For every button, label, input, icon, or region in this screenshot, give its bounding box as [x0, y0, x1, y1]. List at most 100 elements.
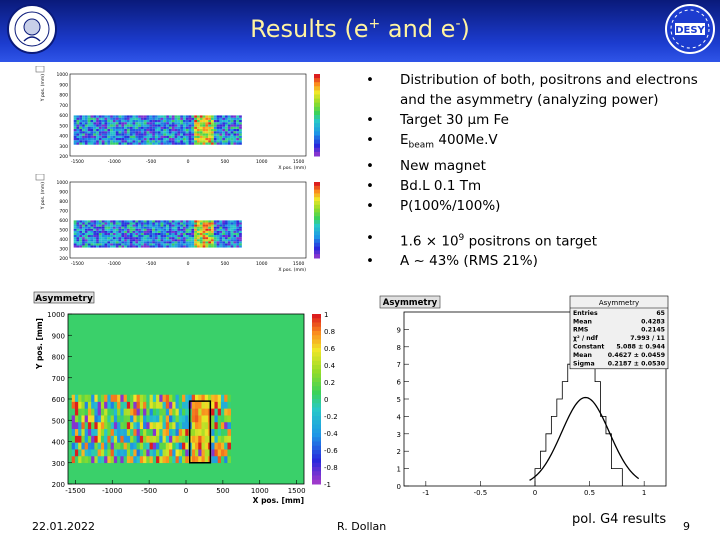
mini-plot-cell	[196, 122, 200, 125]
mini-plot-cell	[196, 241, 200, 244]
mini-plot-cell	[129, 137, 133, 141]
mini-plot-cell	[84, 228, 88, 231]
heatmap-cell	[175, 435, 180, 443]
mini-plot-cell	[168, 220, 172, 223]
heatmap-cell	[201, 428, 206, 436]
mini-plot-cell	[236, 128, 240, 132]
mini-plot-cell	[194, 239, 197, 242]
mini-plot-cell	[149, 220, 153, 223]
mini-plot-cell	[107, 222, 111, 225]
mini-plot-cell	[96, 122, 99, 125]
heatmap-cell	[113, 415, 118, 423]
mini-plot-cell	[191, 243, 195, 246]
mini-plot-cell	[194, 230, 197, 233]
mini-plot-cell	[104, 122, 108, 125]
mini-plot-cell	[107, 243, 111, 246]
colorbar-segment	[312, 454, 321, 459]
mini-plot-cell	[239, 222, 242, 225]
mini-plot-cell	[185, 245, 189, 248]
mini-plot-cell	[98, 135, 102, 138]
mini-plot-cell	[124, 135, 127, 138]
colorbar-segment	[312, 445, 321, 451]
mini-plot-cell	[124, 232, 127, 236]
mini-plot-cell	[211, 239, 214, 242]
mini-plot-cell	[73, 235, 77, 238]
heatmap-cell	[178, 442, 183, 450]
mini-plot-cell	[154, 133, 158, 136]
mini-plot-cell	[98, 226, 102, 229]
mini-plot-cell	[101, 245, 105, 248]
mini-plot-cell	[84, 122, 88, 125]
heatmap-cell	[87, 394, 92, 402]
mini-plot-cell	[174, 117, 178, 120]
heatmap-x-tick: 500	[216, 487, 229, 495]
mini-plot-cell	[96, 128, 99, 132]
mini-x-tick: 0	[187, 159, 190, 165]
mini-plot-cell	[185, 220, 189, 223]
mini-plot-cell	[154, 128, 158, 132]
mini-plot-cell	[194, 117, 197, 120]
desy-logo-icon: DESY	[665, 4, 715, 54]
mini-plot-cell	[208, 115, 212, 118]
heatmap-cell	[110, 442, 115, 450]
heatmap-cell	[120, 435, 124, 443]
heatmap-cell	[133, 428, 137, 436]
mini-plot-cell	[152, 117, 155, 120]
mini-plot-cell	[239, 117, 242, 120]
mini-plot-cell	[196, 142, 200, 145]
mini-plot-cell	[110, 220, 113, 223]
heatmap-cell	[156, 408, 160, 416]
mini-plot-cell	[227, 140, 231, 143]
mini-plot-cell	[191, 128, 195, 132]
heatmap-cell	[191, 421, 196, 430]
heatmap-cell	[191, 449, 196, 457]
heatmap-cell	[113, 455, 118, 464]
mini-plot-cell	[124, 226, 127, 229]
mini-plot-cell	[146, 222, 150, 225]
mini-plot-cell	[160, 228, 164, 231]
mini-plot-cell	[152, 241, 155, 244]
mini-plot-cell	[177, 239, 181, 242]
mini-plot-cell	[188, 140, 192, 143]
mini-plot-cell	[129, 124, 133, 127]
mini-plot-cell	[152, 135, 155, 138]
mini-plot-cell	[82, 222, 85, 225]
heatmap-cell	[217, 408, 222, 416]
heatmap-cell	[143, 401, 147, 409]
mini-plot-cell	[208, 137, 212, 141]
heatmap-cell	[201, 435, 206, 443]
mini-plot-cell	[126, 241, 130, 244]
mini-plot-cell	[202, 220, 206, 223]
mini-plot-cell	[180, 245, 183, 248]
heatmap-cell	[152, 428, 157, 436]
mini-plot-cell	[143, 122, 147, 125]
heatmap-cell	[149, 455, 154, 464]
heatmap-cell	[136, 442, 141, 450]
mini-plot-cell	[112, 124, 116, 127]
heatmap-cell	[227, 428, 231, 436]
mini-plot-cell	[124, 241, 127, 244]
mini-plot-cell	[185, 128, 189, 132]
mini-plot-cell	[112, 241, 116, 244]
mini-plot-cell	[104, 124, 108, 127]
mini-plot-cell	[157, 126, 161, 129]
mini-plot-cell	[216, 241, 220, 244]
mini-plot-cell	[227, 131, 231, 134]
heatmap-cell	[91, 435, 95, 443]
mini-plot-cell	[163, 220, 167, 223]
heatmap-cell	[133, 408, 137, 416]
heatmap-cell	[162, 442, 167, 450]
heatmap-cell	[156, 394, 160, 402]
heatmap-cell	[194, 442, 199, 450]
mini-plot-cell	[152, 137, 155, 141]
mini-plot-cell	[163, 119, 167, 123]
mini-plot-cell	[121, 230, 125, 233]
mini-plot-cell	[216, 222, 220, 225]
mini-plot-cell	[82, 131, 85, 134]
histogram-y-tick: 9	[397, 326, 401, 334]
heatmap-cell	[169, 428, 173, 436]
heatmap-cell	[156, 428, 160, 436]
mini-plot-cell	[101, 235, 105, 238]
mini-plot-cell	[194, 122, 197, 125]
mini-plot-cell	[115, 224, 119, 227]
